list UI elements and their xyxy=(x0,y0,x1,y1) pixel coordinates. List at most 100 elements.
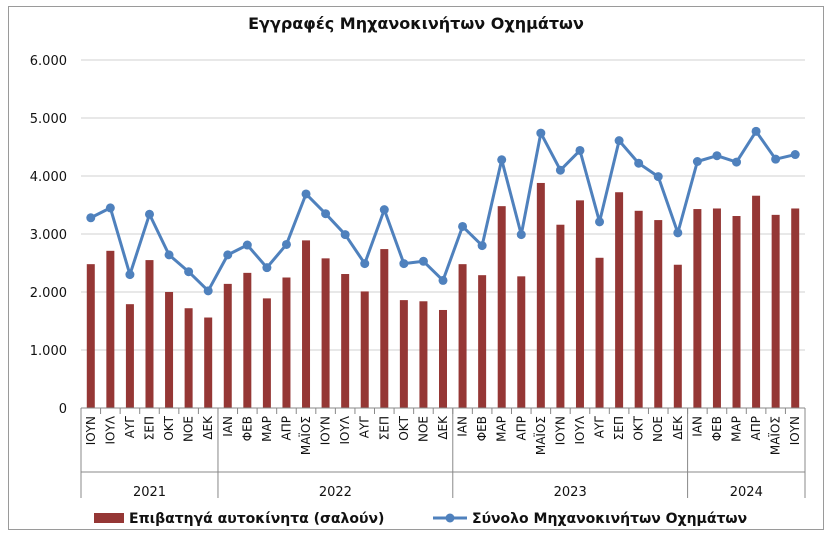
x-category-label: ΟΚΤ xyxy=(632,415,646,440)
line-point xyxy=(516,230,526,240)
line-point xyxy=(321,209,331,219)
x-category-label: ΙΑΝ xyxy=(456,416,470,437)
bar xyxy=(380,249,389,408)
bar xyxy=(262,298,271,408)
line-point xyxy=(164,250,174,260)
bar xyxy=(321,258,330,408)
bar-series xyxy=(86,182,800,408)
x-category-label: ΔΕΚ xyxy=(201,415,215,440)
x-category-label: ΙΟΥΛ xyxy=(573,415,587,444)
bar xyxy=(86,264,95,408)
line-point xyxy=(751,126,761,136)
line-point xyxy=(536,128,546,138)
x-category-label: ΙΑΝ xyxy=(221,416,235,437)
line-point xyxy=(614,136,624,146)
legend-bar-label: Επιβατηγά αυτοκίνητα (σαλούν) xyxy=(129,511,384,527)
bar xyxy=(243,272,252,408)
x-category-label: ΟΚΤ xyxy=(162,415,176,440)
year-label: 2024 xyxy=(730,485,763,500)
bar xyxy=(752,195,761,408)
line-point xyxy=(125,270,135,280)
bar xyxy=(125,304,134,408)
line-point xyxy=(340,230,350,240)
bar xyxy=(458,264,467,408)
y-tick-label: 3.000 xyxy=(30,228,67,243)
x-category-label: ΟΚΤ xyxy=(397,415,411,440)
line-point xyxy=(360,259,370,269)
x-axis: ΙΟΥΝ ΙΟΥΛ ΑΥΓ ΣΕΠ ΟΚΤ ΝΟΕ ΔΕΚ ΙΑΝ ΦΕΒ ΜΑΡ ΑΠΡ ΜΑΪΟΣ… xyxy=(80,407,806,500)
x-category-label: ΦΕΒ xyxy=(710,416,724,441)
y-tick-label: 4.000 xyxy=(30,170,67,185)
bar xyxy=(791,208,800,408)
x-category-label: ΜΑΡ xyxy=(495,416,509,442)
year-label: 2022 xyxy=(319,485,352,500)
bar xyxy=(184,308,193,408)
bar xyxy=(145,260,154,408)
bar xyxy=(302,240,311,408)
bar xyxy=(282,277,291,408)
y-tick-label: 2.000 xyxy=(30,286,67,301)
line-point xyxy=(262,263,272,273)
bar xyxy=(634,210,643,408)
bar xyxy=(165,292,174,408)
y-tick-label: 1.000 xyxy=(30,344,67,359)
line-point xyxy=(790,150,800,160)
x-category-label: ΑΥΓ xyxy=(358,416,372,439)
bar xyxy=(517,276,526,408)
line-point xyxy=(242,240,252,250)
bar xyxy=(204,317,213,408)
line-point xyxy=(144,209,154,219)
x-category-label: ΜΑΡ xyxy=(260,416,274,442)
legend: Επιβατηγά αυτοκίνητα (σαλούν) Σύνολο Μηχ… xyxy=(94,511,747,527)
y-tick-label: 6.000 xyxy=(30,54,67,69)
line-point xyxy=(555,165,565,175)
x-category-label: ΣΕΠ xyxy=(612,416,626,440)
bar xyxy=(360,291,369,408)
x-category-label: ΙΟΥΝ xyxy=(84,416,98,445)
x-category-label: ΜΑΡ xyxy=(730,416,744,442)
x-category-label: ΙΟΥΝ xyxy=(319,416,333,445)
x-category-label: ΜΑΪΟΣ xyxy=(533,416,548,455)
y-tick-label: 0 xyxy=(59,402,67,417)
line-point xyxy=(771,154,781,164)
line-point xyxy=(732,157,742,167)
bar xyxy=(223,283,232,408)
bar xyxy=(341,274,350,408)
line-point xyxy=(86,213,96,223)
x-category-label: ΙΟΥΝ xyxy=(553,416,567,445)
x-category-label: ΝΟΕ xyxy=(651,416,665,442)
bar xyxy=(673,264,682,408)
bar xyxy=(419,301,428,408)
x-category-label: ΔΕΚ xyxy=(671,415,685,440)
line-point xyxy=(438,275,448,285)
y-tick-label: 5.000 xyxy=(30,112,67,127)
x-category-label: ΙΟΥΛ xyxy=(338,415,352,444)
line-point xyxy=(281,239,291,249)
x-category-label: ΝΟΕ xyxy=(416,416,430,442)
bar xyxy=(106,250,115,408)
bar xyxy=(615,192,624,408)
line-point xyxy=(595,217,605,227)
bar xyxy=(556,224,565,408)
line-point xyxy=(418,256,428,266)
line-point xyxy=(712,151,722,161)
x-category-label: ΜΑΪΟΣ xyxy=(768,416,783,455)
x-category-label: ΑΥΓ xyxy=(123,416,137,439)
x-category-label: ΑΠΡ xyxy=(279,416,293,440)
year-label: 2023 xyxy=(554,485,587,500)
legend-line-marker xyxy=(445,513,455,523)
x-category-label: ΝΟΕ xyxy=(182,416,196,442)
bar xyxy=(732,216,741,408)
line-point xyxy=(301,189,311,199)
line-point xyxy=(203,286,213,296)
chart-title: Εγγραφές Μηχανοκινήτων Οχημάτων xyxy=(248,14,584,33)
bar xyxy=(536,182,545,408)
line-point xyxy=(477,241,487,251)
x-category-label: ΙΟΥΝ xyxy=(788,416,802,445)
bar xyxy=(693,209,702,408)
line-point xyxy=(105,203,115,213)
bar xyxy=(575,200,584,408)
y-axis: 0 1.000 2.000 3.000 4.000 5.000 6.000 xyxy=(30,54,67,417)
bar xyxy=(654,220,663,408)
bar xyxy=(595,257,604,408)
